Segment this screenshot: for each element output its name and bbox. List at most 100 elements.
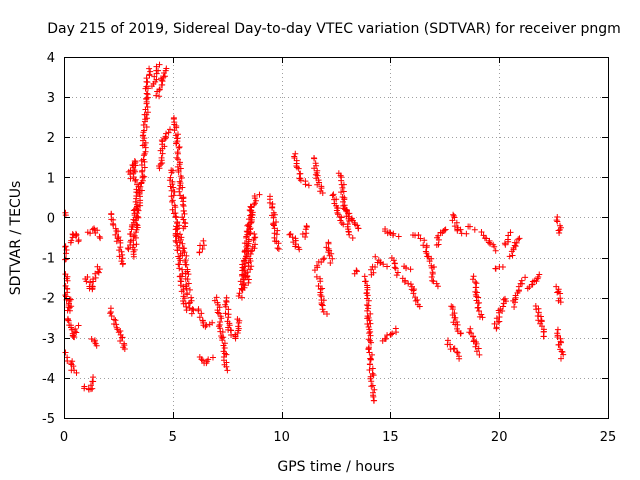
data-point (367, 361, 374, 368)
data-point (72, 326, 79, 333)
data-point (303, 222, 310, 229)
data-point (139, 173, 146, 180)
data-point (238, 294, 245, 301)
data-point (199, 245, 206, 252)
data-point (246, 207, 253, 214)
data-point (247, 248, 254, 255)
data-point (171, 127, 178, 134)
data-point (144, 115, 151, 122)
data-point (176, 222, 183, 229)
data-point (228, 332, 235, 339)
data-point (318, 185, 325, 192)
data-point (364, 307, 371, 314)
data-point (389, 330, 396, 337)
data-point (274, 245, 281, 252)
data-point (186, 286, 193, 293)
data-point (156, 93, 163, 100)
data-point (129, 244, 136, 251)
data-point (139, 167, 146, 174)
data-point (222, 310, 229, 317)
data-point (295, 165, 302, 172)
chart-title: Day 215 of 2019, Sidereal Day-to-day VTE… (47, 21, 621, 37)
x-tick-label: 15 (382, 430, 399, 445)
data-point (513, 239, 520, 246)
data-point (168, 187, 175, 194)
data-point (320, 308, 327, 315)
data-point (428, 264, 435, 271)
data-point (180, 208, 187, 215)
data-point (133, 186, 140, 193)
data-point (553, 283, 560, 290)
data-point (172, 132, 179, 139)
data-point (472, 279, 479, 286)
data-point (311, 165, 318, 172)
data-point (374, 259, 381, 266)
data-point (368, 383, 375, 390)
data-point (75, 238, 82, 245)
data-point (451, 345, 458, 352)
data-point (493, 315, 500, 322)
data-point (403, 264, 410, 271)
data-point (522, 274, 529, 281)
data-point (314, 181, 321, 188)
data-point (169, 198, 176, 205)
data-point (185, 280, 192, 287)
data-point (450, 213, 457, 220)
data-point (209, 319, 216, 326)
data-point (220, 342, 227, 349)
data-point (560, 351, 567, 358)
data-point (83, 278, 90, 285)
data-point (234, 316, 241, 323)
data-point (182, 270, 189, 277)
data-point (143, 90, 150, 97)
data-point (179, 184, 186, 191)
data-point (170, 184, 177, 191)
data-point (180, 300, 187, 307)
data-point (224, 367, 231, 374)
data-point (554, 218, 561, 225)
data-point (68, 326, 75, 333)
data-point (556, 226, 563, 233)
data-point (372, 253, 379, 260)
data-point (256, 191, 263, 198)
data-point (119, 251, 126, 258)
data-point (62, 243, 69, 250)
data-point (421, 237, 428, 244)
data-point (200, 237, 207, 244)
data-point (243, 240, 250, 247)
data-point (337, 172, 344, 179)
data-point (178, 288, 185, 295)
data-point (127, 231, 134, 238)
y-tick-label: -1 (42, 252, 55, 267)
data-point (95, 269, 102, 276)
data-point (168, 193, 175, 200)
data-point (320, 297, 327, 304)
plot-frame (64, 57, 609, 419)
data-point (68, 303, 75, 310)
data-point (244, 272, 251, 279)
data-point (116, 253, 123, 260)
data-point (451, 223, 458, 230)
data-point (289, 234, 296, 241)
data-point (500, 303, 507, 310)
data-point (113, 238, 120, 245)
data-point (451, 314, 458, 321)
y-tick-label: -3 (42, 332, 55, 347)
data-point (338, 189, 345, 196)
data-point (540, 333, 547, 340)
data-point (492, 247, 499, 254)
y-axis-label: SDTVAR / TECUs (8, 181, 24, 296)
data-point (179, 201, 186, 208)
data-point (163, 65, 170, 72)
data-point (225, 326, 232, 333)
data-point (219, 328, 226, 335)
data-point (133, 221, 140, 228)
data-point (163, 130, 170, 137)
data-point (87, 230, 94, 237)
data-point (175, 144, 182, 151)
data-point (535, 309, 542, 316)
data-point (393, 272, 400, 279)
data-point (368, 266, 375, 273)
data-point (249, 212, 256, 219)
data-point (311, 155, 318, 162)
